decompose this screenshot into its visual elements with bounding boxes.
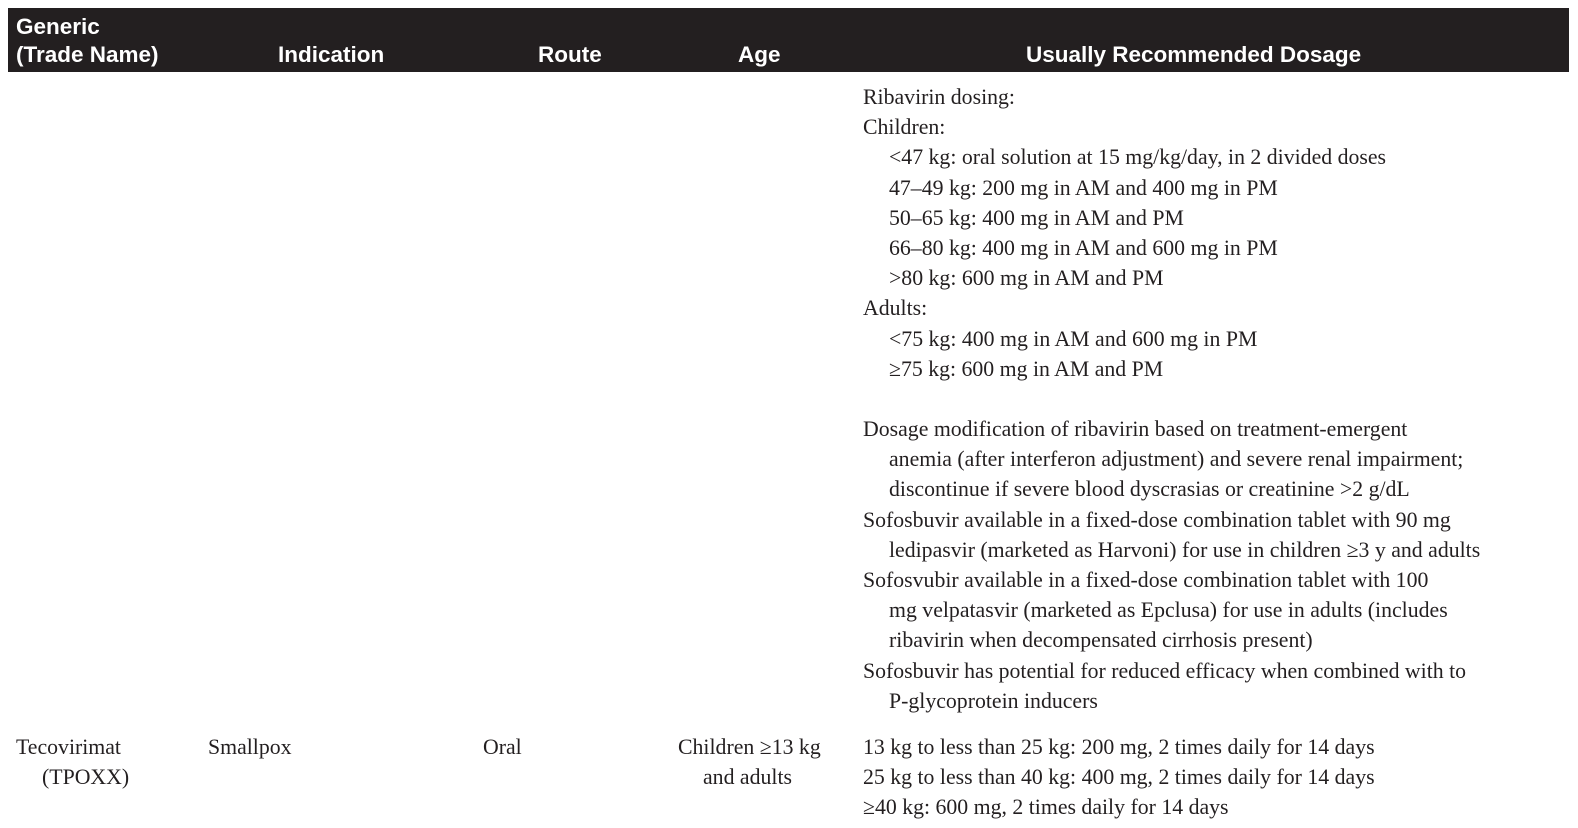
note-line: mg velpatasvir (marketed as Epclusa) for… (889, 598, 1448, 623)
header-dosage: Usually Recommended Dosage (1026, 42, 1362, 67)
dosage-notes-block: Dosage modification of ribavirin based o… (863, 414, 1480, 716)
header-generic-line2: (Trade Name) (16, 42, 159, 67)
header-generic-line1: Generic (16, 14, 100, 39)
header-indication: Indication (278, 42, 385, 67)
note-line: Sofosbuvir has potential for reduced eff… (863, 658, 1467, 683)
header-route: Route (538, 42, 602, 67)
note-line: Sofosbuvir available in a fixed-dose com… (863, 507, 1451, 532)
adult-dose-line: ≥75 kg: 600 mg in AM and PM (889, 356, 1164, 381)
tecovirimat-dose-line: 13 kg to less than 25 kg: 200 mg, 2 time… (863, 735, 1375, 759)
note-line: Sofosvubir available in a fixed-dose com… (863, 568, 1429, 593)
ribavirin-dosing-block: Ribavirin dosing: Children: <47 kg: oral… (863, 82, 1386, 384)
age-line1: Children ≥13 kg (678, 735, 821, 759)
note-line: ribavirin when decompensated cirrhosis p… (889, 628, 1313, 653)
header-age: Age (738, 42, 781, 67)
header-generic: Generic (Trade Name) (16, 13, 159, 69)
generic-name: Tecovirimat (16, 735, 121, 759)
tecovirimat-dose-line: 25 kg to less than 40 kg: 400 mg, 2 time… (863, 765, 1375, 790)
cell-dosage-tecovirimat: 13 kg to less than 25 kg: 200 mg, 2 time… (863, 732, 1375, 823)
children-dose-line: >80 kg: 600 mg in AM and PM (889, 266, 1164, 291)
tecovirimat-dose-line: ≥40 kg: 600 mg, 2 times daily for 14 day… (863, 795, 1229, 820)
children-dose-line: 66–80 kg: 400 mg in AM and 600 mg in PM (889, 236, 1278, 261)
children-label: Children: (863, 115, 946, 140)
note-line: anemia (after interferon adjustment) and… (889, 447, 1464, 472)
cell-route-tecovirimat: Oral (483, 735, 522, 759)
cell-age-tecovirimat: Children ≥13 kg and adults (678, 732, 821, 792)
note-line: Dosage modification of ribavirin based o… (863, 417, 1408, 441)
children-dose-line: <47 kg: oral solution at 15 mg/kg/day, i… (889, 145, 1387, 170)
adults-label: Adults: (863, 296, 928, 321)
note-line: P-glycoprotein inducers (889, 688, 1098, 713)
children-dose-line: 50–65 kg: 400 mg in AM and PM (889, 205, 1184, 230)
note-line: ledipasvir (marketed as Harvoni) for use… (889, 537, 1481, 562)
trade-name: (TPOXX) (42, 765, 130, 790)
note-line: discontinue if severe blood dyscrasias o… (889, 477, 1410, 502)
age-line2: and adults (703, 765, 792, 790)
ribavirin-title: Ribavirin dosing: (863, 85, 1015, 109)
children-dose-line: 47–49 kg: 200 mg in AM and 400 mg in PM (889, 175, 1278, 200)
cell-generic-tecovirimat: Tecovirimat (TPOXX) (16, 732, 129, 792)
cell-indication-tecovirimat: Smallpox (208, 735, 292, 759)
adult-dose-line: <75 kg: 400 mg in AM and 600 mg in PM (889, 326, 1258, 351)
table-header: Generic (Trade Name) Indication Route Ag… (8, 8, 1569, 72)
